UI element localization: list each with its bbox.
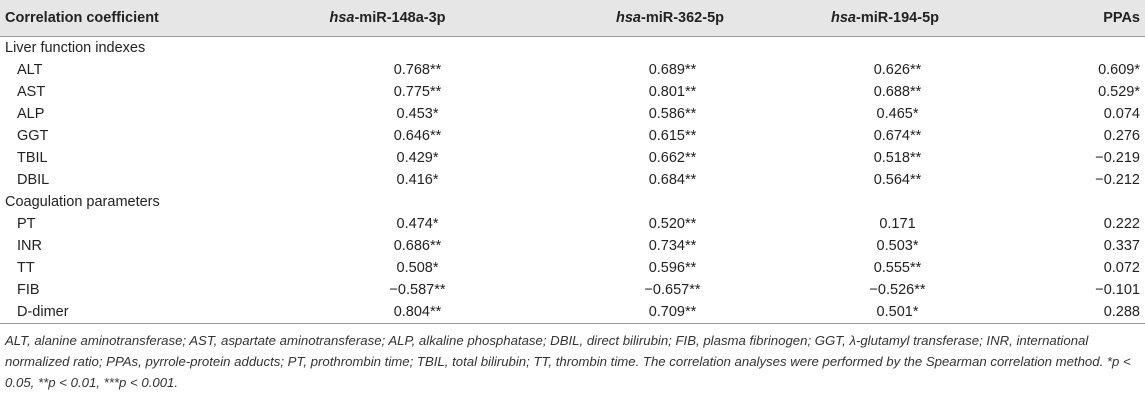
cell-value: 0.615** <box>648 128 697 144</box>
cell-value: −0.219 <box>1095 150 1140 166</box>
row-label: AST <box>17 84 46 100</box>
cell-value: 0.171 <box>879 216 916 232</box>
cell-value: 0.596** <box>648 260 697 276</box>
header-cell: hsa-miR-194-5p <box>825 0 945 37</box>
cell-value: 0.801** <box>648 84 697 100</box>
cell-value: 0.688** <box>873 84 922 100</box>
cell-value: 0.775** <box>393 84 442 100</box>
cell-value: −0.101 <box>1095 282 1140 298</box>
cell-value: 0.501* <box>825 301 945 324</box>
footnote: ALT, alanine aminotransferase; AST, aspa… <box>5 333 1131 390</box>
cell-value: −0.526** <box>869 282 926 298</box>
cell-value: 0.626** <box>873 62 922 78</box>
header-cell: PPAs <box>945 0 1145 37</box>
cell-value: 0.072 <box>1103 260 1140 276</box>
row-label: FIB <box>17 282 40 298</box>
cell-value: 0.564** <box>873 172 922 188</box>
cell-value: 0.734** <box>648 238 697 254</box>
cell-value: 0.474* <box>396 216 439 232</box>
correlation-table: Correlation coefficient hsa-miR-148a-3p hs… <box>0 0 1145 324</box>
row-label: DBIL <box>17 172 50 188</box>
group-title: Liver function indexes <box>5 40 146 56</box>
header-italic: hsa <box>616 10 641 26</box>
cell-value: 0.429* <box>396 150 439 166</box>
header-text: PPAs <box>1103 10 1140 26</box>
cell-value: 0.674** <box>873 128 922 144</box>
table-body: Liver function indexes ALT 0.768** 0.689** 0… <box>0 37 1145 324</box>
cell-value: 0.337 <box>1103 238 1140 254</box>
cell-value: 0.646** <box>393 128 442 144</box>
data-row: ALP 0.453* 0.586** 0.465* 0.074 <box>0 103 1145 125</box>
header-row: Correlation coefficient hsa-miR-148a-3p hs… <box>0 0 1145 37</box>
cell-value: 0.508* <box>396 260 439 276</box>
cell-value: 0.465* <box>876 106 919 122</box>
cell-value: 0.222 <box>1103 216 1140 232</box>
row-label: GGT <box>17 128 49 144</box>
row-label: PT <box>17 216 36 232</box>
table-header: Correlation coefficient hsa-miR-148a-3p hs… <box>0 0 1145 37</box>
data-row: TT 0.508* 0.596** 0.555** 0.072 <box>0 257 1145 279</box>
header-cell: hsa-miR-362-5p <box>515 0 825 37</box>
cell-value: 0.503* <box>876 238 919 254</box>
cell-value: −0.587** <box>389 282 446 298</box>
data-row: AST 0.775** 0.801** 0.688** 0.529* <box>0 81 1145 103</box>
row-label: INR <box>17 238 42 254</box>
data-row: PT 0.474* 0.520** 0.171 0.222 <box>0 213 1145 235</box>
header-text: -miR-194-5p <box>856 10 939 26</box>
header-text: -miR-148a-3p <box>354 10 446 26</box>
header-italic: hsa <box>831 10 856 26</box>
cell-value: 0.686** <box>393 238 442 254</box>
cell-value: 0.529* <box>1098 84 1140 100</box>
data-row: INR 0.686** 0.734** 0.503* 0.337 <box>0 235 1145 257</box>
data-row: DBIL 0.416* 0.684** 0.564** −0.212 <box>0 169 1145 191</box>
header-text: Correlation coefficient <box>5 10 159 26</box>
row-label: ALT <box>17 62 43 78</box>
cell-value: 0.416* <box>396 172 439 188</box>
row-label: TBIL <box>17 150 48 166</box>
row-label: ALP <box>17 106 45 122</box>
group-row: Liver function indexes <box>0 37 1145 60</box>
cell-value: 0.768** <box>393 62 442 78</box>
data-row: ALT 0.768** 0.689** 0.626** 0.609* <box>0 59 1145 81</box>
header-text: -miR-362-5p <box>641 10 724 26</box>
header-cell: hsa-miR-148a-3p <box>260 0 515 37</box>
data-row: D-dimer 0.804** 0.709** 0.501* 0.288 <box>0 301 1145 324</box>
cell-value: 0.555** <box>873 260 922 276</box>
cell-value: 0.586** <box>648 106 697 122</box>
row-label: D-dimer <box>0 301 260 324</box>
cell-value: −0.657** <box>644 282 701 298</box>
data-row: FIB −0.587** −0.657** −0.526** −0.101 <box>0 279 1145 301</box>
cell-value: 0.518** <box>873 150 922 166</box>
cell-value: 0.804** <box>260 301 515 324</box>
cell-value: 0.520** <box>648 216 697 232</box>
cell-value: 0.689** <box>648 62 697 78</box>
cell-value: 0.684** <box>648 172 697 188</box>
cell-value: 0.453* <box>396 106 439 122</box>
cell-value: 0.276 <box>1103 128 1140 144</box>
group-row: Coagulation parameters <box>0 191 1145 213</box>
cell-value: 0.288 <box>945 301 1145 324</box>
cell-value: 0.662** <box>648 150 697 166</box>
row-label: TT <box>17 260 35 276</box>
header-italic: hsa <box>329 10 355 26</box>
cell-value: 0.074 <box>1103 106 1140 122</box>
cell-value: 0.709** <box>515 301 825 324</box>
cell-value: −0.212 <box>1095 172 1140 188</box>
group-title: Coagulation parameters <box>5 194 160 210</box>
cell-value: 0.609* <box>1098 62 1140 78</box>
data-row: GGT 0.646** 0.615** 0.674** 0.276 <box>0 125 1145 147</box>
header-cell: Correlation coefficient <box>0 0 260 37</box>
data-row: TBIL 0.429* 0.662** 0.518** −0.219 <box>0 147 1145 169</box>
